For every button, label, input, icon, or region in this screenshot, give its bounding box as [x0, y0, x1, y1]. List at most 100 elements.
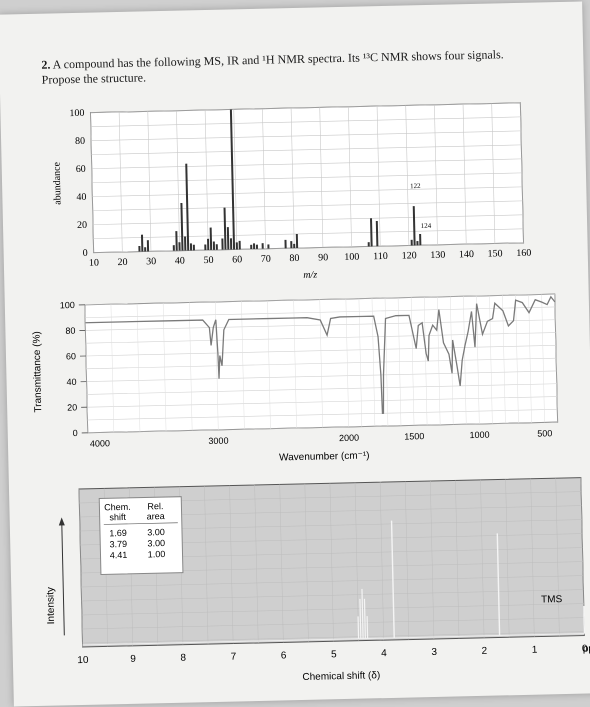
ms-x-tick-label: 80: [289, 253, 299, 264]
ms-peak: [411, 240, 413, 246]
ms-y-tick-label: 20: [77, 220, 87, 231]
ms-peak: [239, 241, 241, 249]
ir-y-tick-label: 60: [66, 351, 76, 361]
ms-peak: [419, 234, 421, 245]
ms-x-tick-label: 110: [373, 251, 388, 262]
nmr-x-tick-label: 8: [180, 653, 186, 664]
ir-y-tick-label: 0: [73, 428, 78, 438]
table-cell-shift: 4.41: [110, 550, 128, 560]
ms-x-tick-label: 100: [344, 252, 359, 263]
ms-x-tick-label: 150: [487, 248, 502, 259]
ms-y-tick-label: 0: [83, 248, 88, 259]
nmr-data-table: Chem. shift Rel. area 1.69 3.00 3.79 3.00 4.…: [99, 497, 183, 575]
ms-peak: [284, 240, 286, 248]
nmr-peak: [358, 616, 359, 638]
ms-x-tick-label: 10: [89, 257, 99, 268]
intensity-arrow-head-icon: [59, 517, 65, 525]
nmr-y-axis-label: Intensity: [45, 587, 57, 624]
ms-x-tick-label: 120: [402, 250, 417, 261]
question-text: 2. A compound has the following MS, IR a…: [41, 46, 562, 88]
nmr-x-axis-label: Chemical shift (δ): [302, 670, 380, 683]
nmr-x-tick-label: 4: [381, 648, 387, 659]
ms-peak: [293, 244, 295, 248]
intensity-arrow: [62, 523, 65, 635]
ir-y-axis-label: Transmittance (%): [31, 331, 44, 413]
ms-peak: [190, 243, 192, 250]
nmr-x-tick-label: 5: [331, 649, 337, 660]
ms-x-tick-label: 50: [203, 255, 213, 266]
ir-x-tick-label: 1000: [469, 430, 489, 440]
table-cell-shift: 1.69: [109, 528, 127, 538]
ms-peak: [250, 245, 252, 249]
ms-peak: [236, 242, 238, 249]
ms-peak: [296, 234, 298, 248]
table-header-area-1: Rel.: [147, 501, 163, 511]
ir-y-tick-label: 20: [67, 402, 77, 412]
ms-peak-annotation: 122: [410, 182, 421, 190]
ms-peak: [141, 235, 143, 252]
ms-peak: [416, 241, 418, 245]
nmr-x-tick-label: 2: [481, 646, 487, 657]
ms-y-axis-label: abundance: [52, 161, 64, 205]
ir-y-tick-label: 40: [66, 377, 76, 387]
ms-peak: [221, 238, 223, 249]
table-cell-area: 3.00: [147, 538, 165, 548]
ms-peak: [173, 245, 175, 251]
ms-x-axis-label: m/z: [303, 270, 317, 281]
nmr-x-tick-label: 10: [77, 655, 89, 666]
ms-peak: [253, 243, 255, 249]
ms-x-tick-label: 20: [117, 257, 127, 268]
ms-peak-annotation: 124: [421, 222, 432, 230]
ms-y-tick-label: 60: [76, 164, 86, 175]
ms-peak: [144, 247, 146, 251]
ir-x-axis-label: Wavenumber (cm⁻¹): [279, 450, 370, 463]
ms-peak: [230, 238, 232, 249]
ir-x-tick-label: 4000: [90, 438, 110, 448]
ms-x-tick-label: 70: [261, 254, 271, 265]
ir-y-tick-label: 80: [65, 326, 75, 336]
table-cell-area: 1.00: [148, 549, 166, 559]
ir-y-tick-label: 100: [60, 300, 75, 310]
ir-x-tick-label: 3000: [208, 436, 228, 446]
table-header-shift-1: Chem.: [104, 502, 131, 513]
ppm-unit-label: ppm: [583, 643, 590, 654]
ms-peak: [147, 240, 149, 251]
ms-peak: [178, 242, 180, 250]
nmr-x-tick-label: 6: [281, 650, 287, 661]
tms-label: TMS: [541, 594, 563, 605]
ms-y-tick-label: 80: [75, 136, 85, 147]
table-header-area-2: area: [147, 511, 165, 521]
ms-peak: [184, 237, 186, 251]
ms-x-tick-label: 60: [232, 254, 242, 265]
ms-peak: [207, 239, 209, 250]
ir-y-ticks: 0 20 40 60 80 100: [60, 300, 88, 439]
ms-peak: [267, 244, 269, 248]
ms-peak: [290, 241, 292, 248]
ms-peak: [216, 244, 218, 250]
ms-y-ticks: 0 20 40 60 80 100: [69, 108, 87, 259]
nmr-x-tick-label: 9: [130, 654, 136, 665]
ms-x-tick-label: 160: [516, 248, 531, 259]
table-header-shift-2: shift: [109, 512, 126, 522]
ms-peak: [368, 242, 370, 246]
ms-peak: [193, 245, 195, 251]
ms-peak: [204, 244, 206, 250]
ms-x-tick-label: 40: [175, 256, 185, 267]
ms-peak: [213, 241, 215, 249]
nmr-x-tick-label: 1: [532, 645, 538, 656]
table-cell-area: 3.00: [147, 527, 165, 537]
ir-x-tick-label: 500: [537, 428, 552, 438]
ms-y-tick-label: 40: [76, 192, 86, 203]
table-cell-shift: 3.79: [109, 539, 127, 549]
ir-x-tick-label: 1500: [404, 431, 424, 441]
nmr-peak: [584, 606, 585, 634]
ms-x-tick-label: 30: [146, 256, 156, 267]
ms-peak: [256, 245, 258, 249]
ms-y-tick-label: 100: [69, 108, 84, 119]
ms-peak: [138, 246, 140, 252]
